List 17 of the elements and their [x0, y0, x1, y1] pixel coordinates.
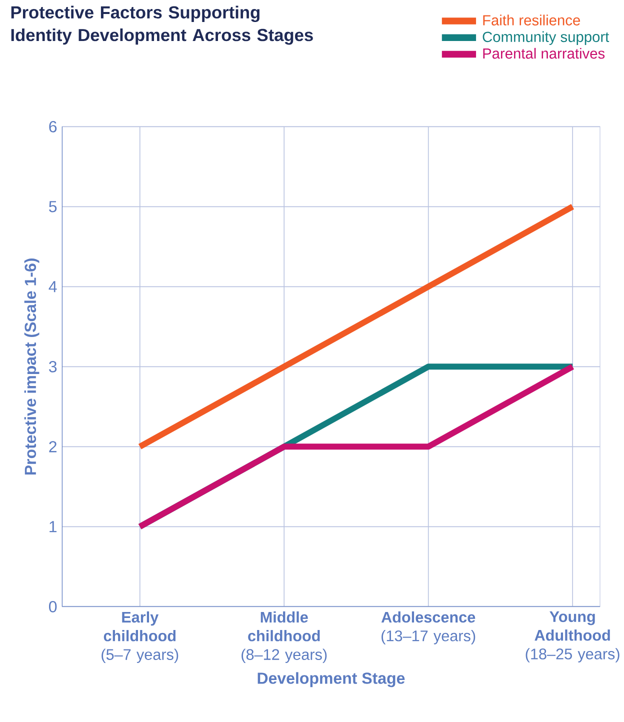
y-tick-label: 3: [48, 361, 57, 372]
y-tick-label: 0: [49, 601, 57, 612]
legend-label: Community support: [482, 31, 610, 45]
y-axis-title: Protective impact (Scale 1-6): [24, 258, 40, 475]
x-tick-label: Adolescence (13–17 years): [381, 611, 476, 644]
y-tick-label: 6: [49, 121, 57, 132]
x-tick-label: Young Adulthood (18–25 years): [526, 611, 620, 662]
y-tick-label: 5: [49, 201, 57, 212]
y-tick-label: 1: [50, 521, 57, 532]
x-axis-title: Development Stage: [258, 672, 405, 688]
legend-label: Faith resilience: [483, 14, 580, 26]
x-tick-label: Middle childhood (8–12 years): [242, 611, 327, 663]
chart-title: Protective Factors Supporting Identity Development Across Stages: [11, 6, 313, 45]
y-tick-label: 2: [49, 441, 56, 452]
y-tick-label: 4: [48, 281, 57, 292]
legend-label: Parental narratives: [483, 48, 605, 59]
x-tick-label: Early childhood (5–7 years): [102, 611, 178, 663]
